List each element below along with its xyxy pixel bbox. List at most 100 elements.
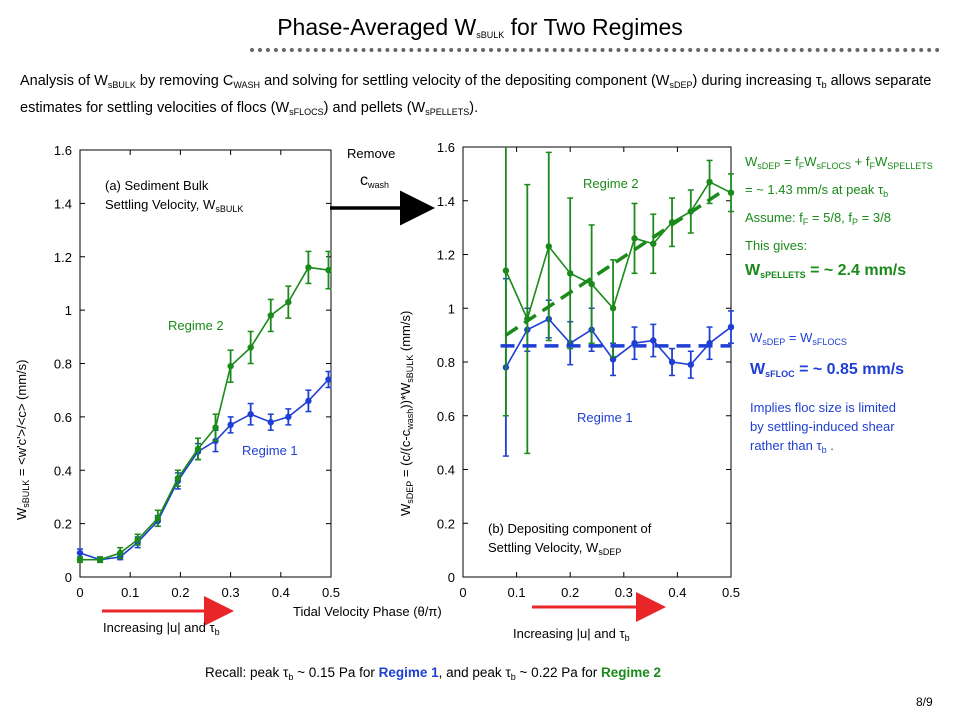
left-series-regime-2-point	[325, 266, 332, 274]
left-series-regime-2-point	[227, 362, 234, 370]
right-series-regime-2-line	[505, 180, 732, 322]
left-increasing-label: Increasing |u| and τb	[103, 620, 220, 637]
right-regime1-label: Regime 1	[577, 410, 633, 425]
left-ytick-label: 1	[65, 303, 72, 318]
right-series-regime-2-point	[631, 235, 638, 242]
left-regime1-label: Regime 1	[242, 443, 298, 458]
intro-paragraph: Analysis of WsBULK by removing CWASH and…	[20, 73, 932, 117]
right-ytick-label: 1.6	[437, 140, 455, 155]
right-series-regime-1-line	[505, 318, 732, 368]
blue-note-formula: WsDEP = WsFLOCS	[750, 330, 847, 347]
left-series-regime-1-point	[227, 421, 234, 429]
right-ytick-label: 0.8	[437, 355, 455, 370]
title-dotted-rule	[250, 48, 940, 52]
left-panel-label: (a) Sediment Bulk Settling Velocity, WsBU…	[105, 178, 244, 214]
right-series-regime-2-point	[650, 240, 657, 247]
left-series-regime-1-point	[267, 419, 274, 426]
blue-note-implies: Implies floc size is limited	[750, 400, 896, 415]
blue-note-result: WsFLOC = ~ 0.85 mm/s	[750, 361, 905, 379]
right-series-regime-2-point	[706, 178, 713, 186]
right-xtick-label: 0.4	[668, 585, 686, 600]
green-note-gives: This gives:	[745, 238, 808, 253]
right-xtick-label: 0.1	[508, 585, 526, 600]
right-series-regime-2-point	[727, 189, 735, 196]
right-panel-label: (b) Depositing component of Settling Velo…	[488, 521, 652, 557]
left-series-regime-2-point	[305, 264, 312, 271]
right-xtick-label: 0.5	[722, 585, 740, 600]
left-ytick-label: 0.4	[54, 463, 72, 478]
x-axis-label: Tidal Velocity Phase (θ/π)	[293, 604, 442, 619]
right-ytick-label: 1.2	[437, 248, 455, 263]
right-series-regime-1-point	[668, 358, 676, 366]
right-series-regime-1	[502, 277, 735, 457]
right-ytick-label: 0.4	[437, 463, 455, 478]
left-series-regime-2-line	[80, 266, 329, 561]
right-series-regime-1-point	[727, 323, 735, 331]
right-ytick-label: 1.4	[437, 194, 455, 209]
right-xtick-label: 0	[459, 585, 466, 600]
green-note-formula: WsDEP = fFWsFLOCS + fFWSPELLETS	[745, 154, 933, 171]
green-note-assume: Assume: fF = 5/8, fP = 3/8	[745, 210, 891, 227]
left-ytick-label: 1.4	[54, 196, 72, 211]
left-series-regime-2	[76, 250, 332, 564]
left-series-regime-2-point	[154, 515, 162, 522]
left-series-regime-1-point	[76, 549, 84, 557]
right-series-regime-1-point	[609, 356, 617, 363]
left-regime2-label: Regime 2	[168, 318, 224, 333]
green-note-result: WsPELLETS = ~ 2.4 mm/s	[745, 262, 907, 280]
left-series-regime-2-point	[194, 445, 202, 453]
left-series-regime-1-point	[285, 413, 292, 421]
left-ytick-label: 0.8	[54, 357, 72, 372]
right-ytick-label: 0.6	[437, 409, 455, 424]
left-series-regime-2-point	[116, 549, 124, 557]
right-series-regime-2-point	[502, 267, 510, 274]
right-xtick-label: 0.3	[615, 585, 633, 600]
left-series-regime-1-point	[325, 376, 332, 383]
left-series-regime-2-point	[76, 556, 84, 563]
right-xtick-label: 0.2	[561, 585, 579, 600]
right-series-regime-2-point	[545, 243, 552, 250]
left-ytick-label: 1.2	[54, 250, 72, 265]
left-xtick-label: 0.4	[272, 585, 290, 600]
page-number: 8/9	[916, 695, 933, 709]
left-ytick-label: 1.6	[54, 143, 72, 158]
right-series-regime-1-point	[650, 337, 657, 344]
recall-note: Recall: peak τb ~ 0.15 Pa for Regime 1, …	[205, 665, 662, 682]
left-xtick-label: 0	[76, 585, 83, 600]
left-series-regime-2-point	[285, 298, 292, 306]
left-y-axis-label: WsBULK = <w'c'>/<c> (mm/s)	[14, 359, 31, 520]
left-ytick-label: 0.6	[54, 410, 72, 425]
right-series-regime-1-point	[687, 361, 694, 368]
left-series-regime-2-point	[247, 344, 254, 351]
left-series-regime-2-point	[174, 475, 182, 482]
left-series-regime-2-point	[267, 312, 274, 319]
blue-note-rather: rather than τb .	[750, 438, 834, 455]
blue-note-shear: by settling-induced shear	[750, 419, 895, 434]
left-xtick-label: 0.1	[121, 585, 139, 600]
right-increasing-label: Increasing |u| and τb	[513, 626, 630, 643]
green-notes: WsDEP = fFWsFLOCS + fFWSPELLETS = ~ 1.43…	[745, 150, 933, 287]
left-xtick-label: 0.5	[322, 585, 340, 600]
left-ytick-label: 0	[65, 570, 72, 585]
cwash-label: cwash	[360, 172, 390, 190]
right-ytick-label: 0.2	[437, 516, 455, 531]
green-note-peak: = ~ 1.43 mm/s at peak τb	[745, 182, 889, 199]
remove-label: Remove	[347, 146, 396, 161]
left-xtick-label: 0.2	[171, 585, 189, 600]
slide-title: Phase-Averaged WsBULK for Two Regimes	[277, 14, 683, 40]
left-series-regime-2-point	[96, 556, 104, 563]
left-ytick-label: 0.2	[54, 517, 72, 532]
right-ytick-label: 1	[448, 301, 455, 316]
right-series-regime-2-point	[567, 270, 574, 277]
left-series-regime-2-point	[134, 536, 141, 543]
right-series-regime-2-point	[609, 305, 617, 312]
right-ytick-label: 0	[448, 570, 455, 585]
left-series-regime-2-point	[212, 424, 219, 431]
left-series-regime-1-point	[247, 411, 254, 418]
blue-notes: WsDEP = WsFLOCS WsFLOC = ~ 0.85 mm/s Imp…	[750, 328, 904, 460]
right-regime2-label: Regime 2	[583, 176, 639, 191]
left-series-regime-1-point	[305, 397, 312, 405]
